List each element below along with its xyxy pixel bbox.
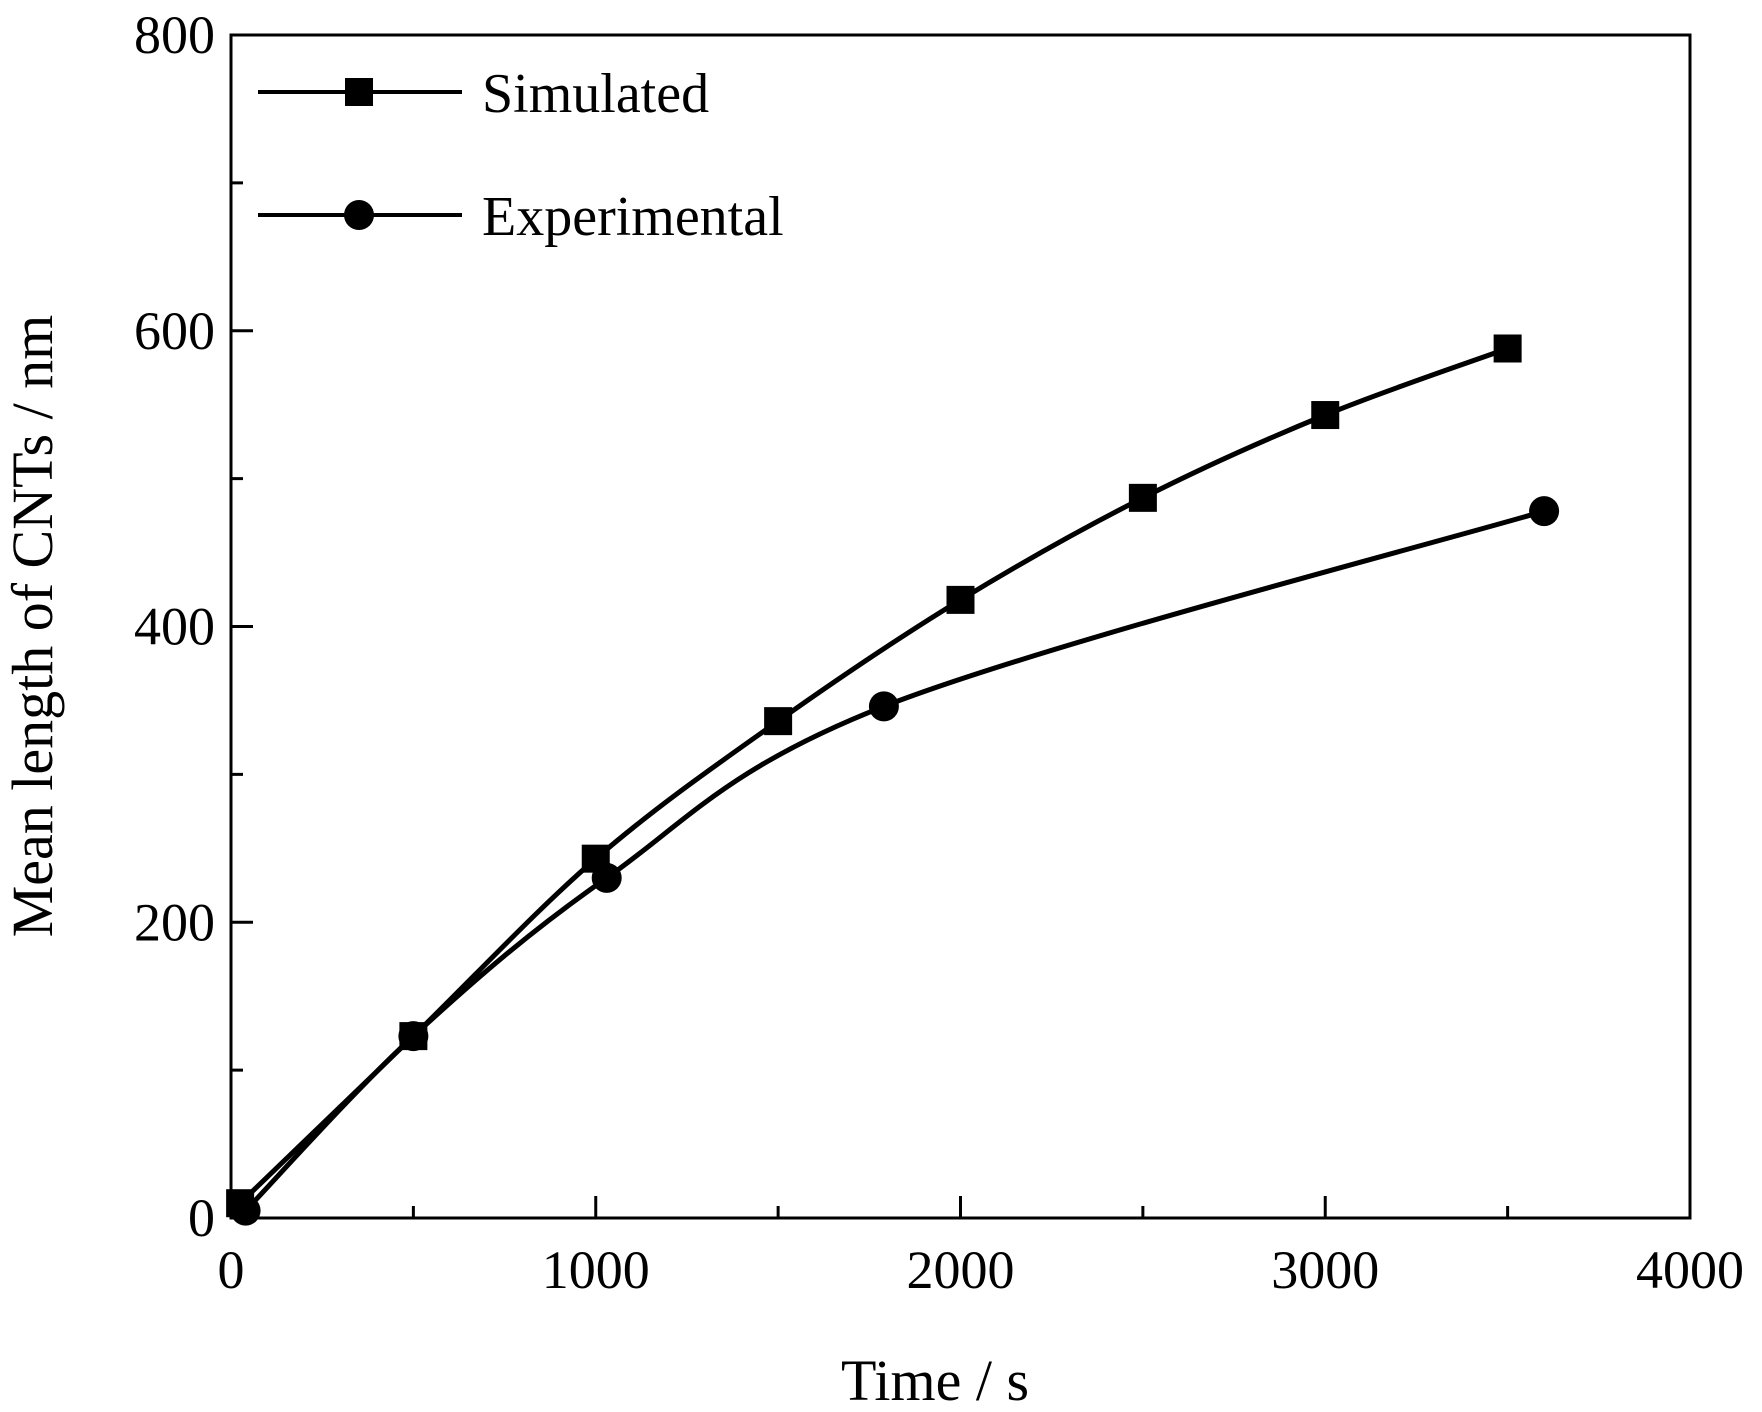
data-point-square — [1128, 483, 1157, 512]
legend-label: Simulated — [482, 63, 709, 125]
x-axis-title: Time / s — [841, 1348, 1029, 1412]
data-point-square — [946, 585, 975, 614]
y-tick-label: 800 — [134, 5, 215, 65]
legend-entry: Simulated — [258, 63, 709, 125]
x-tick-label: 0 — [218, 1240, 245, 1300]
data-point-square — [1311, 401, 1340, 430]
data-point-circle — [868, 691, 899, 722]
legend-label: Experimental — [482, 186, 784, 248]
data-point-circle — [398, 1021, 429, 1052]
plot-area-frame — [229, 33, 1692, 1220]
legend-marker-circle — [344, 200, 374, 230]
axis-ticks — [229, 33, 1692, 1220]
x-tick-label: 3000 — [1271, 1240, 1379, 1300]
y-tick-label: 600 — [134, 301, 215, 361]
data-point-circle — [1529, 496, 1560, 527]
data-point-circle — [230, 1195, 261, 1226]
series-line — [238, 346, 1509, 1206]
y-tick-label: 200 — [134, 892, 215, 952]
series-line — [243, 508, 1545, 1213]
legend-entry: Experimental — [258, 186, 784, 248]
y-axis-title: Mean length of CNTs / nm — [0, 315, 65, 938]
data-point-square — [1493, 334, 1522, 363]
x-tick-label: 4000 — [1636, 1240, 1744, 1300]
data-point-circle — [591, 862, 622, 893]
data-point-square — [764, 707, 793, 736]
x-tick-label: 1000 — [542, 1240, 650, 1300]
legend: Simulated Experimental — [258, 63, 784, 248]
legend-marker-square — [345, 78, 373, 106]
series-experimental — [230, 496, 1560, 1226]
series-simulated — [226, 334, 1522, 1218]
x-tick-label: 2000 — [907, 1240, 1015, 1300]
series-layer — [226, 334, 1560, 1226]
y-tick-label: 400 — [134, 597, 215, 657]
axis-tick-labels: 0 1000 2000 3000 4000 0 200 400 600 800 — [134, 5, 1744, 1300]
y-tick-label: 0 — [188, 1188, 215, 1248]
